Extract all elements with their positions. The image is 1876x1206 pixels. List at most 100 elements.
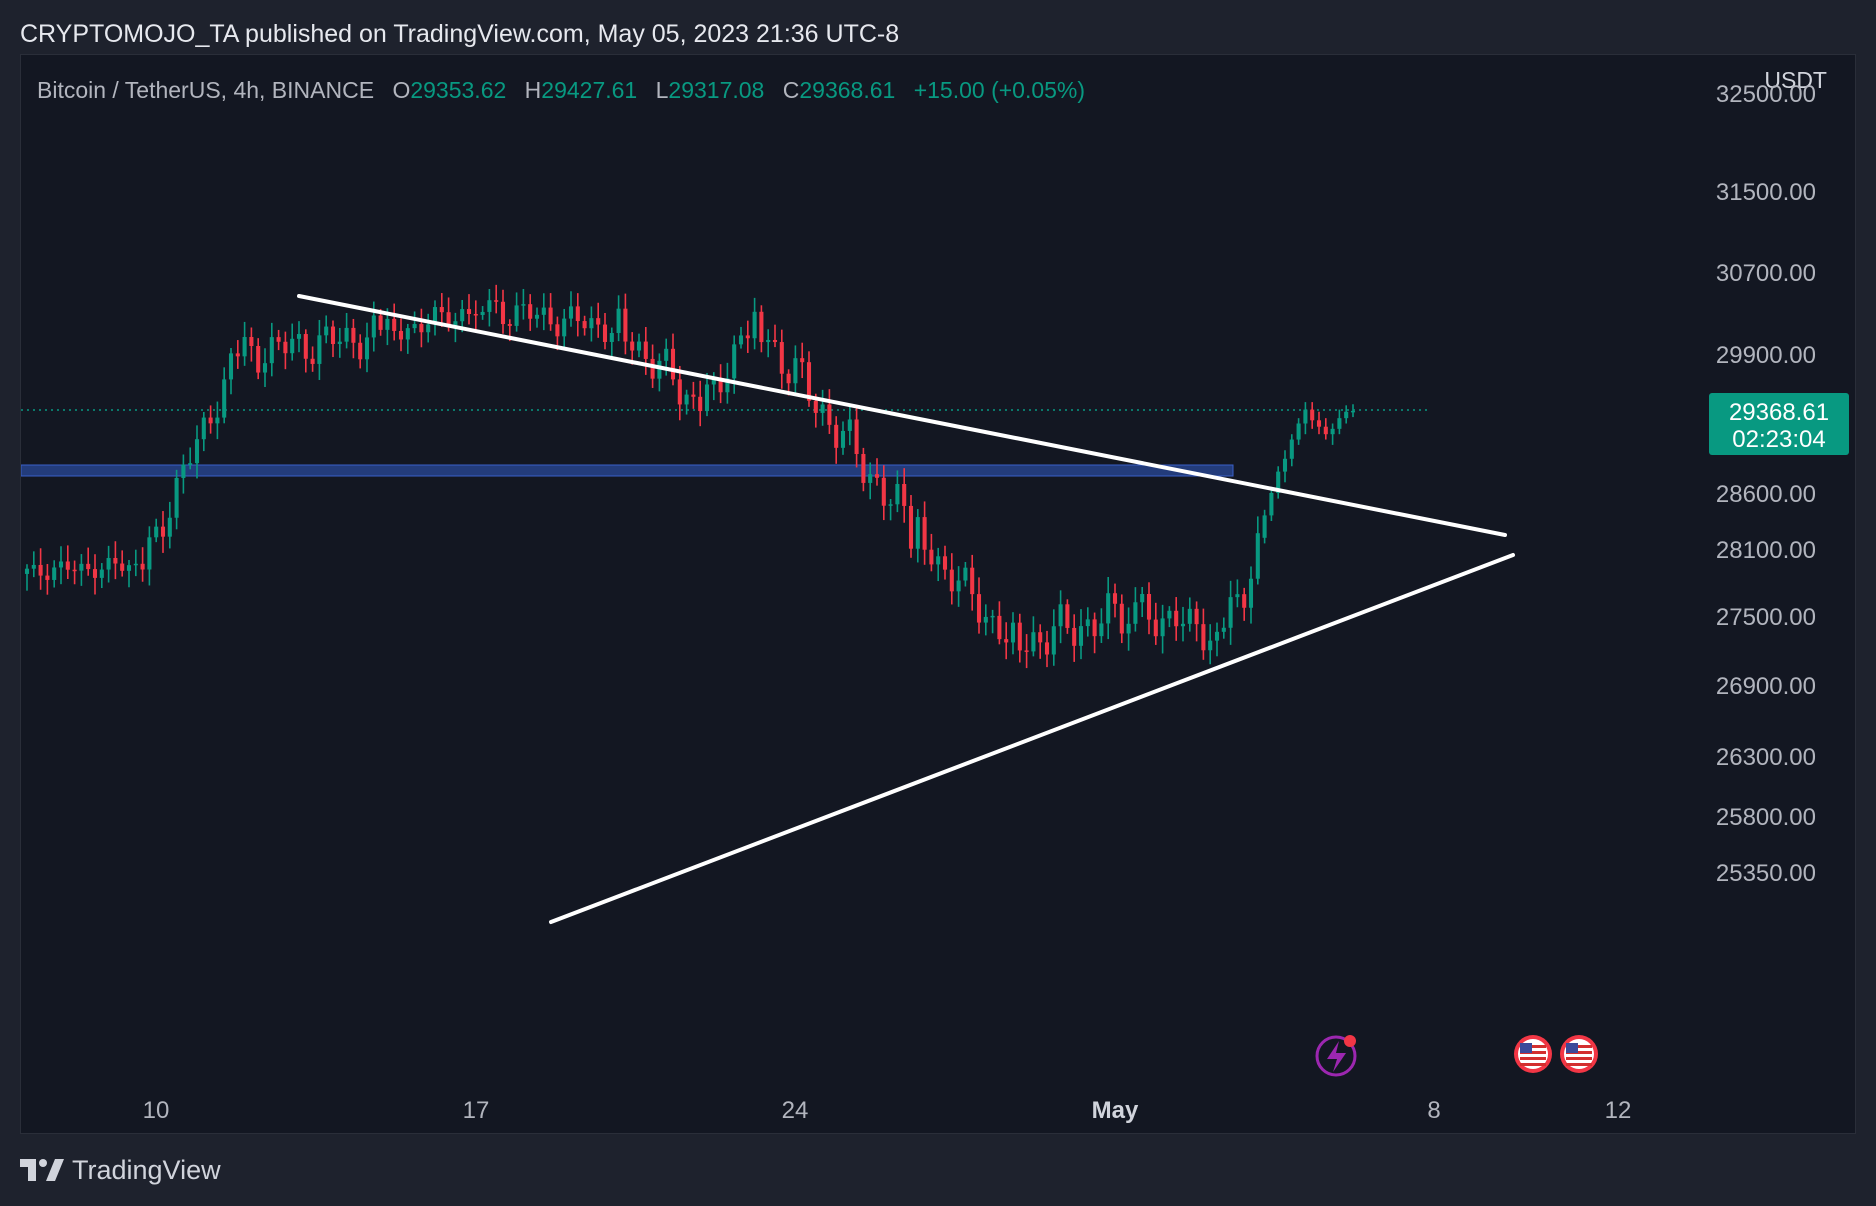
us-flag-event-icon[interactable]: [1514, 1035, 1552, 1073]
candle-body: [1119, 603, 1124, 634]
candle-body: [630, 341, 635, 351]
us-flag-event-icon[interactable]: [1560, 1035, 1598, 1073]
bar-countdown: 02:23:04: [1732, 426, 1825, 453]
candle-body: [1106, 593, 1111, 624]
current-price-value: 29368.61: [1729, 399, 1829, 426]
candle-body: [1350, 410, 1356, 413]
candle-body: [140, 563, 145, 570]
candle-body: [670, 348, 676, 380]
candle-body: [847, 419, 852, 431]
candle-body: [256, 346, 261, 373]
candle-body: [1262, 515, 1267, 538]
candle-body: [1337, 418, 1342, 429]
candle-body: [235, 353, 240, 357]
candle-body: [1310, 409, 1315, 421]
candle-body: [895, 484, 900, 505]
y-tick-label: 30700.00: [1716, 260, 1816, 287]
candle-body: [494, 300, 499, 302]
y-tick-label: 31500.00: [1716, 179, 1816, 206]
candle-body: [1065, 604, 1070, 628]
candle-body: [358, 342, 363, 360]
candle-body: [582, 321, 587, 329]
candle-body: [283, 341, 288, 354]
candle-body: [1228, 597, 1233, 628]
candle-body: [963, 567, 968, 581]
candle-body: [174, 477, 179, 518]
candle-body: [983, 616, 988, 623]
candle-body: [317, 335, 322, 364]
open-label: O: [392, 77, 411, 103]
candle-body: [1276, 471, 1281, 493]
tradingview-logo[interactable]: TradingView: [20, 1154, 221, 1186]
chart-frame[interactable]: Bitcoin / TetherUS, 4h, BINANCE O29353.6…: [20, 54, 1856, 1134]
candle-body: [1180, 623, 1186, 627]
candle-body: [228, 353, 234, 380]
candle-body: [38, 564, 43, 576]
candle-body: [854, 419, 859, 455]
candle-body: [949, 569, 954, 592]
candle-body: [820, 404, 825, 413]
candle-body: [500, 301, 506, 325]
candle-body: [1153, 619, 1158, 637]
candle-body: [194, 439, 200, 464]
candle-body: [120, 563, 125, 571]
high-label: H: [524, 77, 542, 103]
candle-body: [1085, 619, 1090, 627]
candle-body: [1133, 602, 1138, 624]
upper-trendline: [297, 294, 1507, 537]
candle-body: [330, 326, 336, 345]
candle-body: [1038, 632, 1043, 643]
candle-body: [1004, 639, 1009, 643]
candle-body: [888, 504, 893, 506]
candle-body: [426, 324, 431, 333]
candle-body: [1140, 594, 1145, 603]
candle-body: [364, 337, 370, 360]
open-value: 29353.62: [410, 77, 507, 103]
candle-body: [154, 526, 159, 538]
candle-body: [405, 328, 410, 340]
y-tick-label: 27500.00: [1716, 604, 1816, 631]
candle-body: [602, 324, 608, 342]
candle-body: [290, 338, 295, 354]
candle-body: [827, 404, 832, 425]
candle-body: [936, 556, 941, 565]
candle-body: [956, 580, 961, 592]
candle-body: [92, 569, 98, 578]
candle-body: [1072, 627, 1077, 646]
candle-body: [398, 330, 404, 340]
candle-body: [1344, 411, 1349, 419]
candle-body: [568, 306, 574, 319]
low-label: L: [655, 77, 669, 103]
tradingview-logo-icon: [20, 1159, 64, 1181]
candle-body: [466, 309, 472, 315]
candle-body: [1235, 594, 1240, 598]
candle-body: [861, 454, 866, 483]
candle-body: [636, 341, 642, 351]
candle-body: [1289, 439, 1294, 459]
candle-body: [351, 327, 356, 343]
candle-body: [65, 561, 70, 570]
candle-body: [344, 327, 349, 342]
candle-body: [874, 474, 880, 478]
lightning-event-icon[interactable]: [1315, 1035, 1357, 1077]
candle-body: [79, 563, 84, 571]
y-tick-label: 26900.00: [1716, 673, 1816, 700]
candle-body: [460, 309, 465, 322]
candle-body: [378, 315, 383, 330]
candlestick-chart[interactable]: 32500.00 31500.00 30700.00 29900.00 28600.00…: [21, 55, 1855, 1133]
candle-body: [881, 477, 886, 506]
candle-body: [1112, 593, 1118, 604]
symbol-name[interactable]: Bitcoin / TetherUS, 4h, BINANCE: [37, 77, 375, 103]
candle-body: [589, 318, 594, 329]
candle-body: [167, 517, 172, 537]
y-tick-label: 28100.00: [1716, 537, 1816, 564]
candle-body: [439, 307, 444, 313]
candle-body: [324, 326, 329, 336]
close-value: 29368.61: [799, 77, 896, 103]
candle-body: [52, 567, 57, 580]
candle-body: [759, 311, 764, 343]
publish-line: CRYPTOMOJO_TA published on TradingView.c…: [20, 20, 900, 48]
candle-body: [745, 335, 750, 339]
y-tick-label: 26300.00: [1716, 744, 1816, 771]
candle-body: [371, 315, 376, 338]
